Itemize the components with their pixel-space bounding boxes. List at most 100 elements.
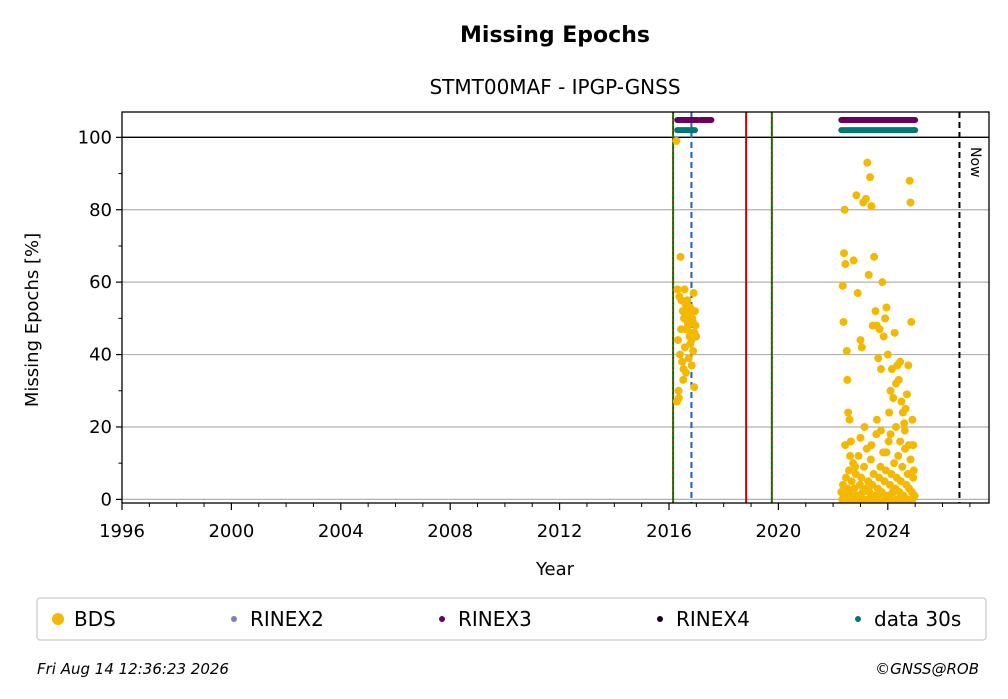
- data-point-bds: [861, 194, 870, 203]
- data-point-bds: [863, 158, 872, 167]
- data-point-bds: [897, 397, 906, 406]
- data-point-bds: [870, 495, 879, 504]
- data-point-bds: [841, 260, 850, 269]
- legend-marker: [439, 616, 445, 622]
- data-point-bds: [894, 451, 903, 460]
- data-point-bds: [690, 383, 699, 392]
- data-point-bds: [906, 455, 915, 464]
- data-point-bds: [857, 473, 866, 482]
- data-point-bds: [867, 441, 876, 450]
- data-point-bds: [908, 415, 917, 424]
- data-point-bds: [909, 466, 918, 475]
- data-point-bds: [871, 307, 880, 316]
- data-point-bds: [853, 495, 862, 504]
- data-point-bds: [684, 310, 693, 319]
- data-point-bds: [846, 437, 855, 446]
- data-point-bds: [852, 191, 861, 200]
- y-tick-label: 100: [78, 127, 112, 148]
- data-point-bds: [846, 451, 855, 460]
- x-tick-label: 2016: [646, 521, 692, 542]
- data-point-bds: [898, 462, 907, 471]
- data-point-bds: [908, 495, 917, 504]
- data-point-bds: [839, 317, 848, 326]
- legend-label: RINEX4: [676, 607, 750, 631]
- legend-marker: [855, 616, 861, 622]
- data-point-bds: [874, 354, 883, 363]
- legend-label: data 30s: [874, 607, 961, 631]
- data-point-bds: [676, 252, 685, 261]
- data-point-bds: [681, 368, 690, 377]
- data-point-bds: [853, 289, 862, 298]
- legend-marker: [52, 613, 64, 625]
- x-tick-label: 2012: [537, 521, 583, 542]
- data-point-bds: [896, 437, 905, 446]
- data-point-bds: [885, 408, 894, 417]
- data-point-bds: [845, 415, 854, 424]
- chart-title: Missing Epochs: [460, 23, 650, 48]
- data-points: [672, 136, 919, 504]
- vertical-lines: [672, 112, 961, 503]
- data-point-bds: [906, 198, 915, 207]
- now-label: Now: [967, 147, 983, 178]
- data-point-bds: [857, 343, 866, 352]
- data-point-bds: [686, 303, 695, 312]
- data-point-bds: [854, 451, 863, 460]
- data-point-bds: [900, 419, 909, 428]
- data-point-bds: [900, 426, 909, 435]
- x-axis-label: Year: [535, 559, 575, 580]
- y-tick-label: 60: [89, 272, 112, 293]
- data-point-bds: [876, 365, 885, 374]
- x-tick-label: 2020: [755, 521, 801, 542]
- data-point-bds: [892, 495, 901, 504]
- data-point-bds: [889, 394, 898, 403]
- x-tick-label: 2004: [318, 521, 364, 542]
- legend-box: [36, 597, 987, 641]
- data-point-bds: [838, 281, 847, 290]
- data-point-bds: [901, 404, 910, 413]
- data-point-bds: [844, 466, 853, 475]
- data-point-bds: [905, 176, 914, 185]
- y-tick-label: 20: [89, 417, 112, 438]
- data-point-bds: [856, 433, 865, 442]
- y-axis-label: Missing Epochs [%]: [22, 233, 43, 407]
- data-point-bds: [673, 285, 682, 294]
- data-point-bds: [687, 361, 696, 370]
- data-point-bds: [881, 495, 890, 504]
- data-point-bds: [883, 350, 892, 359]
- data-point-bds: [909, 473, 918, 482]
- data-point-bds: [904, 361, 913, 370]
- data-point-bds: [892, 422, 901, 431]
- data-point-bds: [840, 205, 849, 214]
- data-point-bds: [689, 289, 698, 298]
- data-point-bds: [879, 332, 888, 341]
- data-point-bds: [849, 256, 858, 265]
- data-point-bds: [674, 394, 683, 403]
- data-point-bds: [881, 314, 890, 323]
- data-point-bds: [684, 354, 693, 363]
- data-point-bds: [677, 325, 686, 334]
- data-point-bds: [678, 357, 687, 366]
- data-point-bds: [683, 296, 692, 305]
- plot-frame: [121, 111, 990, 504]
- data-point-bds: [897, 495, 906, 504]
- data-point-bds: [864, 270, 873, 279]
- data-point-bds: [848, 495, 857, 504]
- data-point-bds: [902, 390, 911, 399]
- chart-subtitle: STMT00MAF - IPGP-GNSS: [429, 75, 680, 99]
- legend-label: RINEX2: [250, 607, 324, 631]
- data-point-bds: [841, 473, 850, 482]
- legend: BDS RINEX2 RINEX3 RINEX4 data 30s: [52, 607, 961, 631]
- data-point-bds: [844, 408, 853, 417]
- data-point-bds: [878, 278, 887, 287]
- x-tick-label: 1996: [99, 521, 145, 542]
- data-point-bds: [894, 375, 903, 384]
- data-point-bds: [860, 422, 869, 431]
- data-point-bds: [842, 346, 851, 355]
- x-tick-label: 2000: [208, 521, 254, 542]
- data-point-bds: [840, 249, 849, 258]
- data-point-bds: [886, 495, 895, 504]
- legend-label: BDS: [74, 607, 116, 631]
- y-tick-label: 80: [89, 200, 112, 221]
- data-point-bds: [867, 202, 876, 211]
- grid-layer: [122, 136, 989, 500]
